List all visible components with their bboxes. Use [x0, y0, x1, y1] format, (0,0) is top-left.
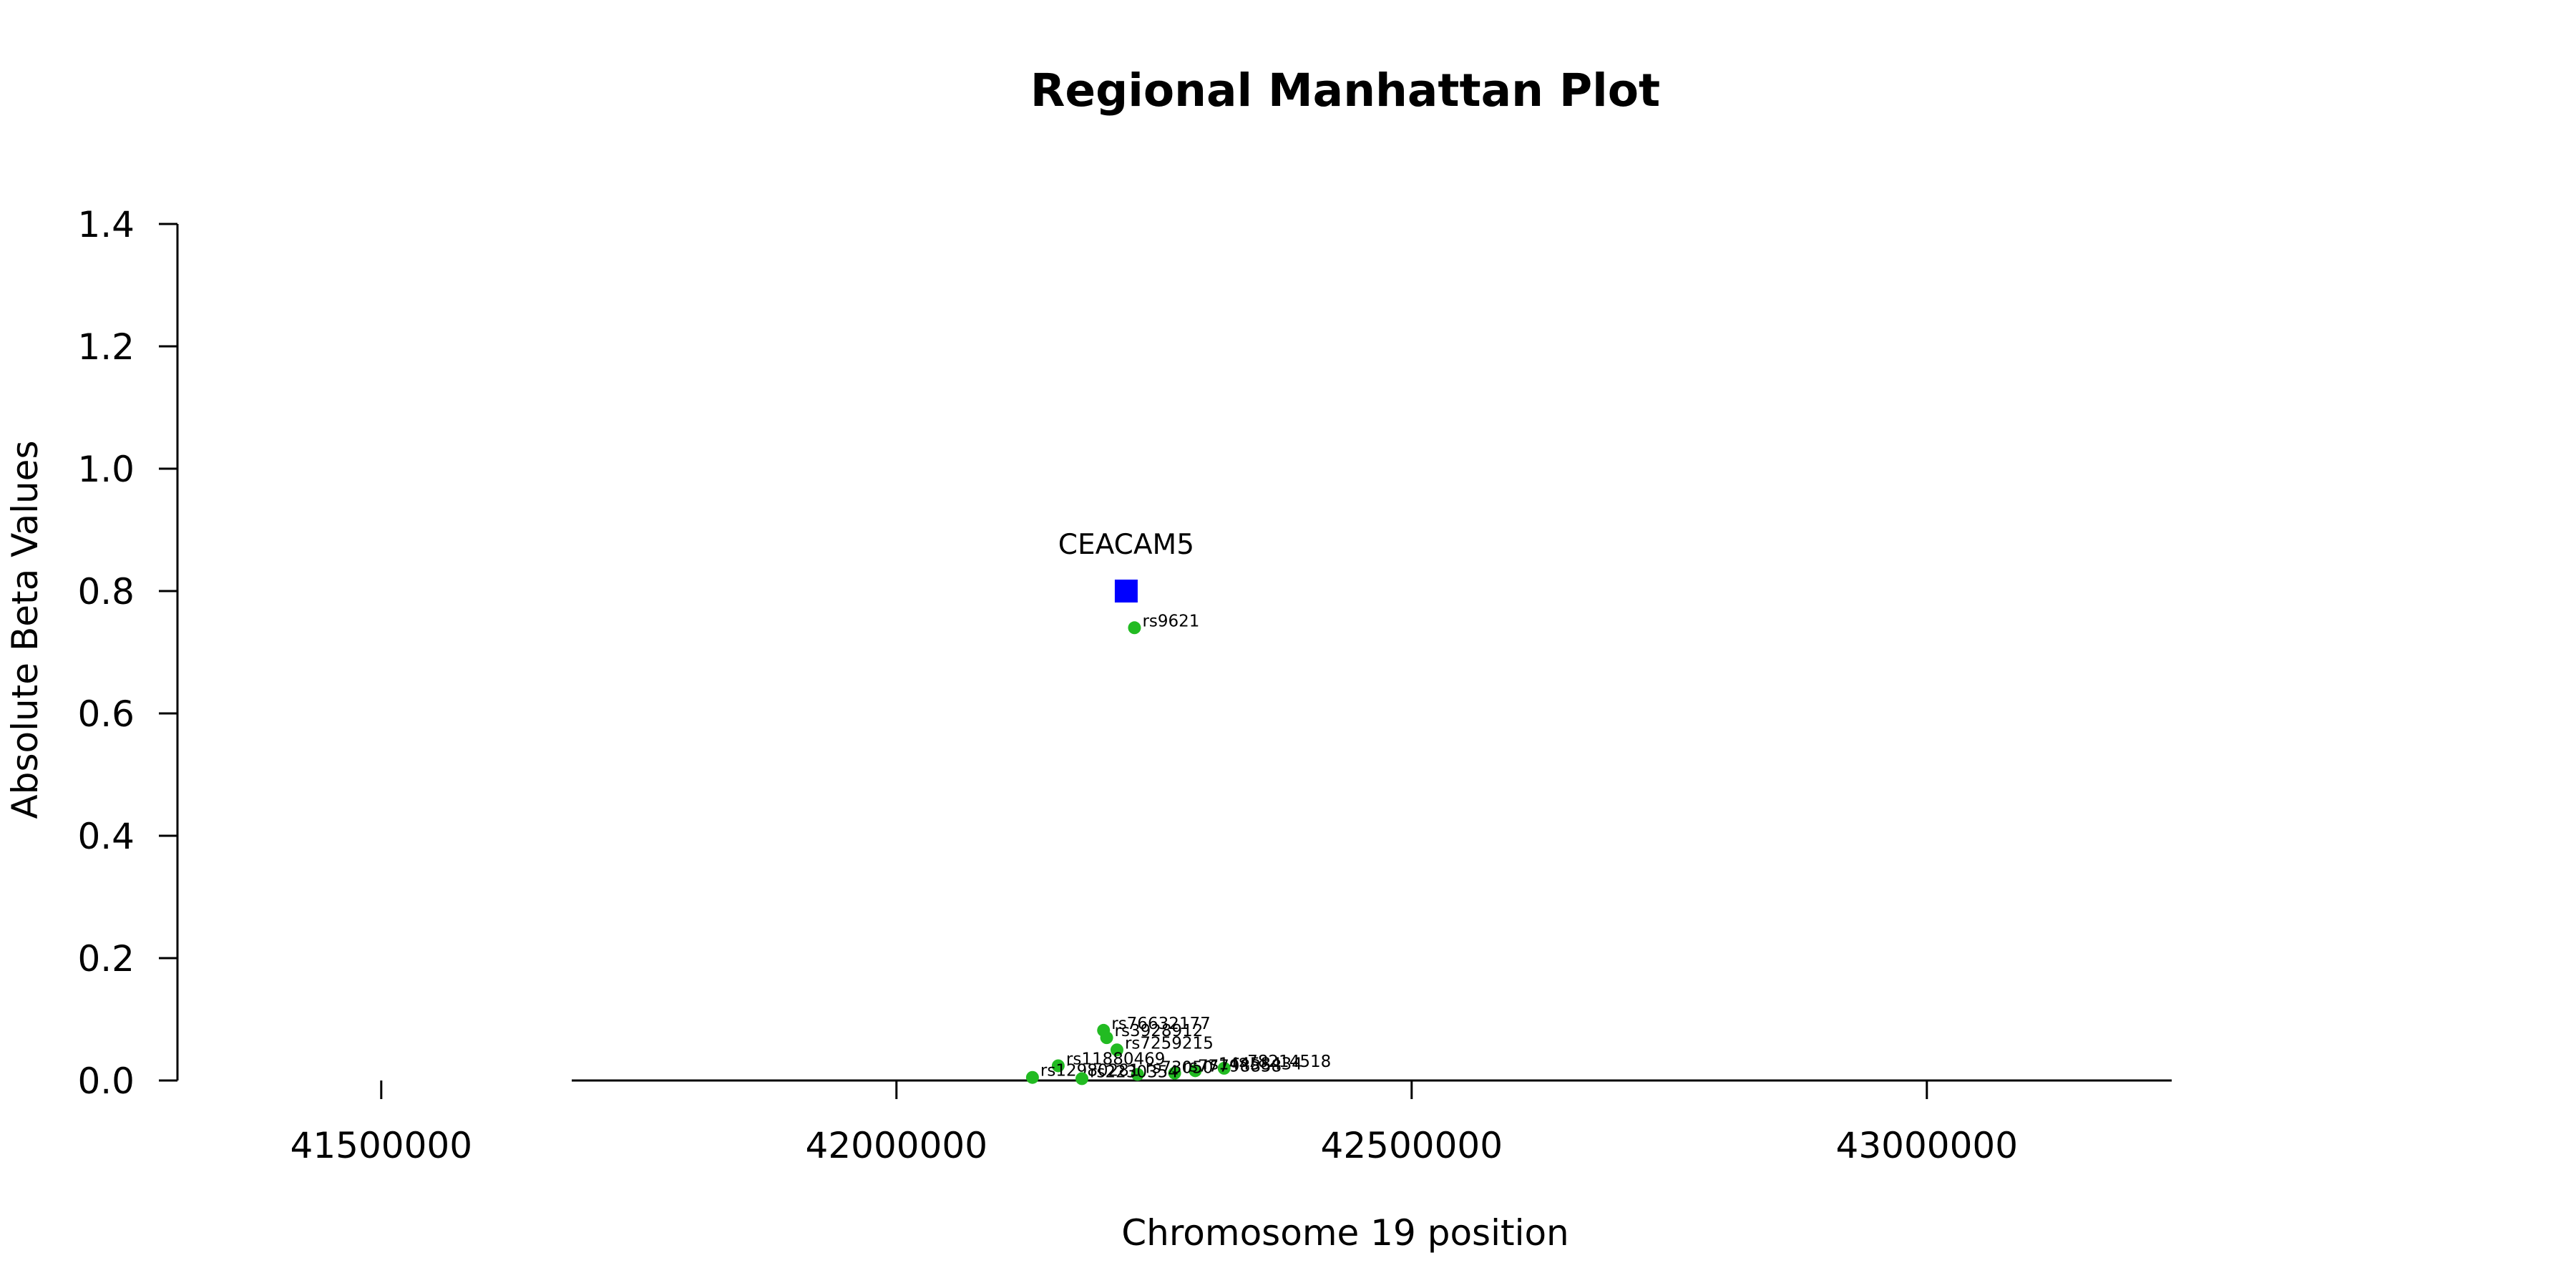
y-tick-label: 0.8 [77, 571, 135, 613]
y-tick-label: 0.4 [77, 816, 135, 857]
snp-point [1128, 621, 1141, 635]
y-axis-ticks: 0.0 0.2 0.4 0.6 0.8 1.0 1.2 1.4 [77, 204, 177, 1102]
snp-label: rs7259215 [1125, 1034, 1214, 1053]
snp-label: rs77798858 [1183, 1058, 1282, 1076]
y-axis-title: Absolute Beta Values [4, 441, 46, 819]
gene-marker [1114, 580, 1138, 602]
plot-points: rs9621 rs76632177rs3928912rs7259215rs1188… [1025, 529, 1332, 1085]
snp-label: rs14458434 [1203, 1055, 1302, 1073]
snp-label: rs73050 [1146, 1058, 1214, 1077]
snp-point [1131, 1068, 1144, 1081]
snp-point [1075, 1072, 1088, 1085]
x-axis-title: Chromosome 19 position [1121, 1212, 1569, 1254]
y-tick-label: 1.0 [77, 449, 135, 490]
snp-point [1217, 1061, 1231, 1075]
snp-label: rs3928912 [1115, 1022, 1204, 1040]
y-tick-label: 0.0 [77, 1060, 135, 1102]
snp-label: rs9621 [1142, 612, 1199, 630]
snp-point [1189, 1064, 1202, 1078]
snp-point [1051, 1059, 1065, 1073]
snp-label: rs11880469 [1066, 1050, 1166, 1068]
y-tick-label: 1.4 [77, 204, 135, 245]
snp-point [1168, 1066, 1181, 1080]
snp-point [1025, 1070, 1039, 1084]
x-tick-label: 43000000 [1836, 1125, 2019, 1166]
y-tick-label: 0.6 [77, 693, 135, 735]
snp-point [1110, 1043, 1123, 1057]
x-axis-ticks: 41500000 42000000 42500000 43000000 [291, 1080, 2019, 1166]
y-tick-label: 1.2 [77, 326, 135, 368]
x-tick-label: 42500000 [1321, 1125, 1503, 1166]
chart-title: Regional Manhattan Plot [1030, 64, 1660, 117]
snp-label: rs12980281 [1040, 1062, 1140, 1080]
snp-point [1100, 1031, 1113, 1045]
snp-label: rs78214518 [1232, 1053, 1332, 1071]
x-tick-label: 41500000 [291, 1125, 473, 1166]
x-tick-label: 42000000 [806, 1125, 988, 1166]
snp-label: rs76632177 [1111, 1015, 1211, 1033]
y-tick-label: 0.2 [77, 938, 135, 980]
gene-label: CEACAM5 [1058, 529, 1194, 561]
snp-label: rs2230354 [1090, 1063, 1179, 1081]
